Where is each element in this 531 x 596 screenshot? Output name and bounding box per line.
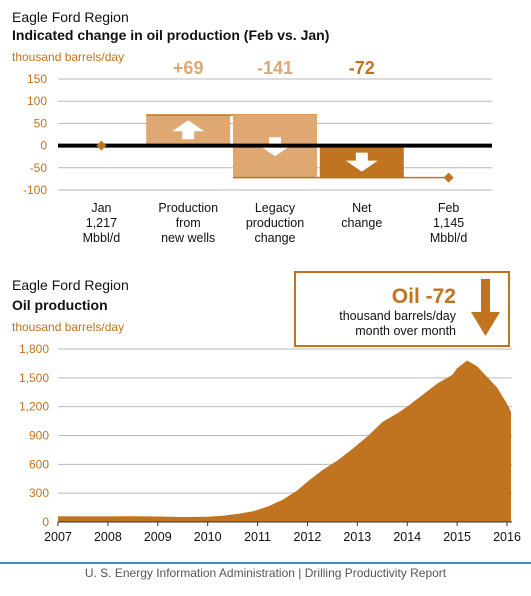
footer-separator: | <box>298 566 302 580</box>
area-x-tick-label: 2014 <box>393 530 421 544</box>
area-y-tick-label: 0 <box>42 515 49 529</box>
area-x-tick-label: 2012 <box>294 530 322 544</box>
area-chart-title: Oil production <box>12 297 108 313</box>
waterfall-category-label: Production <box>158 201 218 215</box>
area-x-tick-label: 2010 <box>194 530 222 544</box>
waterfall-y-tick-label: 50 <box>34 116 48 130</box>
area-x-tick-label: 2013 <box>343 530 371 544</box>
waterfall-data-label: -72 <box>349 58 375 78</box>
footer: U. S. Energy Information Administration … <box>0 566 531 580</box>
footer-source: U. S. Energy Information Administration <box>84 566 295 580</box>
waterfall-ylabel: thousand barrels/day <box>12 50 124 64</box>
callout-headline: Oil -72 <box>392 285 456 308</box>
waterfall-category-label: from <box>176 216 201 230</box>
area-y-tick-label: 600 <box>29 457 49 471</box>
waterfall-region-title: Eagle Ford Region <box>12 9 129 25</box>
down-arrow-icon <box>471 279 500 336</box>
waterfall-category-label: Jan <box>91 201 111 215</box>
area-y-tick-label: 1,800 <box>19 342 49 356</box>
waterfall-y-tick-label: -50 <box>30 161 48 175</box>
down-arrow-icon <box>345 152 378 172</box>
area-x-tick-label: 2015 <box>443 530 471 544</box>
callout-line1: thousand barrels/day <box>339 309 456 323</box>
waterfall-category-label: Mbbl/d <box>430 231 468 245</box>
footer-rule <box>0 562 531 564</box>
area-y-tick-label: 1,200 <box>19 400 49 414</box>
waterfall-markers <box>96 140 454 183</box>
waterfall-category-label: Legacy <box>255 201 296 215</box>
callout-border <box>294 271 510 347</box>
waterfall-chart-title: Indicated change in oil production (Feb … <box>12 27 329 43</box>
area-ylabel: thousand barrels/day <box>12 320 124 334</box>
waterfall-category-label: 1,145 <box>433 216 464 230</box>
waterfall-marker <box>443 172 454 183</box>
waterfall-y-tick-label: 0 <box>40 139 47 153</box>
waterfall-category-label: Feb <box>438 201 460 215</box>
up-arrow-icon <box>172 120 205 140</box>
chart-canvas: Eagle Ford Region Indicated change in oi… <box>12 9 521 544</box>
waterfall-category-label: Mbbl/d <box>83 231 121 245</box>
waterfall-category-label: 1,217 <box>86 216 117 230</box>
area-x-tick-labels: 2007 2008 2009 2010 2011 2012 2013 2014 2015 2016 <box>44 522 521 544</box>
waterfall-category-label: Net <box>352 201 372 215</box>
area-y-tick-labels: 0 300 600 900 1,200 1,500 1,800 <box>19 342 49 529</box>
waterfall-data-labels: +69 -141 -72 <box>173 58 375 78</box>
waterfall-category-label: change <box>341 216 382 230</box>
waterfall-category-label: new wells <box>161 231 215 245</box>
area-x-tick-label: 2016 <box>493 530 521 544</box>
waterfall-data-label: -141 <box>257 58 293 78</box>
area-x-tick-label: 2008 <box>94 530 122 544</box>
waterfall-y-tick-label: 100 <box>27 94 47 108</box>
waterfall-y-tick-labels: 150 100 50 0 -50 -100 <box>23 72 47 197</box>
footer-report: Drilling Productivity Report <box>304 566 447 580</box>
area-y-tick-label: 300 <box>29 486 49 500</box>
area-y-tick-label: 1,500 <box>19 371 49 385</box>
area-y-tick-label: 900 <box>29 429 49 443</box>
waterfall-marker <box>96 140 107 151</box>
callout-box: Oil -72 thousand barrels/day month over … <box>294 271 510 347</box>
callout-line2: month over month <box>355 324 456 338</box>
waterfall-y-tick-label: -100 <box>23 183 47 197</box>
waterfall-data-label: +69 <box>173 58 204 78</box>
area-series-fill <box>58 360 512 522</box>
area-region-title: Eagle Ford Region <box>12 277 129 293</box>
waterfall-y-tick-label: 150 <box>27 72 47 86</box>
waterfall-category-label: change <box>254 231 295 245</box>
area-x-tick-label: 2011 <box>244 530 271 544</box>
area-x-tick-label: 2009 <box>144 530 172 544</box>
area-x-tick-label: 2007 <box>44 530 72 544</box>
waterfall-category-label: production <box>246 216 304 230</box>
